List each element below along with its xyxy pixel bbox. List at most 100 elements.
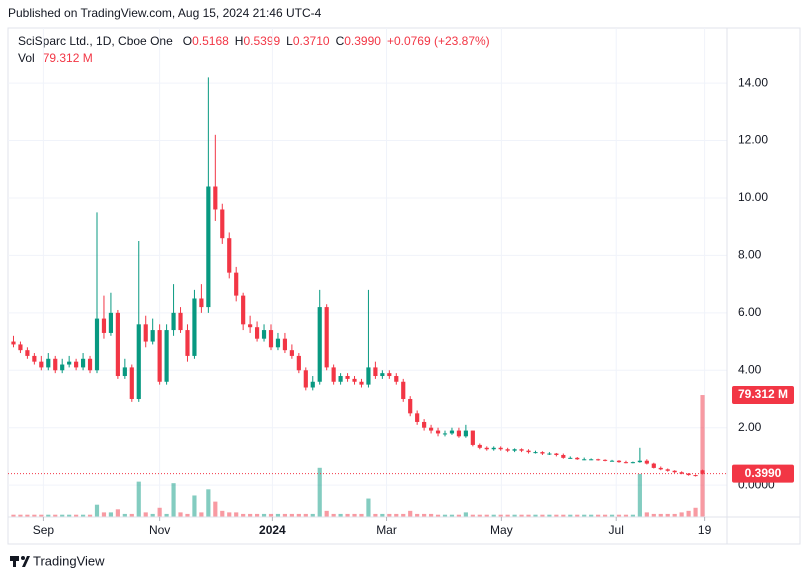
chart-frame [7,27,801,545]
volume-bar [651,513,656,517]
volume-bar [596,514,601,517]
ohlc-key: O [183,34,192,48]
candle-body [686,473,691,476]
candle-body [324,307,329,368]
volume-bar [512,514,517,517]
candle-body [338,376,343,382]
ohlc-value: 0.5399 [243,34,280,48]
volume-bar [366,498,371,517]
volume-bar [435,514,441,517]
candle-body [428,427,434,431]
candle-body [575,457,580,460]
candle-body [505,449,510,451]
volume-bar [275,513,281,517]
x-tick-label: 19 [698,523,712,537]
volume-bar [150,513,155,517]
candle-body [616,460,622,463]
candle-body [380,373,385,377]
candle-body [373,367,378,377]
candle-body [463,430,468,437]
volume-bar [227,512,232,517]
candle-body [268,330,274,348]
volume-bar [213,501,218,517]
volume-bar [686,510,691,517]
candle-body [39,361,44,368]
candle-body [533,452,538,454]
volume-bar [547,514,552,517]
volume-bar [87,514,93,517]
volume-bar [199,512,204,517]
candle-body [143,324,148,342]
volume-bar [289,513,294,517]
candle-body [157,330,162,382]
volume-bar [331,513,336,517]
candle-body [366,367,371,385]
volume-bar [101,512,107,517]
symbol-name: SciSparc Ltd., 1D, Cboe One [18,34,173,48]
candle-body [150,330,155,342]
published-text: Published on TradingView.com, Aug 15, 20… [8,6,322,20]
candle-body [261,330,267,339]
volume-bar [602,514,608,517]
volume-bar [53,514,58,517]
candle-body [94,318,100,371]
x-tick-label: Sep [33,523,55,537]
candle-body [630,462,636,464]
volume-bar [491,514,496,517]
volume-bar [338,513,343,517]
volume-bar [373,513,378,517]
volume-bar [136,481,141,517]
candle-body [220,209,225,239]
candle-body [227,238,232,273]
candle-body [644,460,649,464]
candle-body [498,447,503,450]
volume-bar [359,513,364,517]
y-tick-label: 4.00 [738,362,762,376]
volume-bar [609,514,615,517]
volume-bar [644,512,649,517]
volume-bar [296,513,301,517]
legend-line: SciSparc Ltd., 1D, Cboe One O0.5168 H0.539… [18,34,490,48]
volume-bar [575,514,580,517]
candle-body [401,381,406,399]
brand-text: TradingView [33,553,105,568]
volume-bar [630,514,636,517]
candle-body [67,361,72,365]
candle-body [589,459,594,461]
volume-bar [408,510,413,517]
volume-bar [74,514,79,517]
candle-body [303,370,308,388]
candle-body [101,318,107,333]
volume-bar [380,513,385,517]
volume-bar [317,467,322,517]
volume-legend: Vol 79.312 M [18,51,93,65]
candle-body [387,373,392,377]
volume-bar [345,513,350,517]
candle-body [554,453,559,455]
candle-body [658,467,663,470]
candle-body [136,324,141,399]
candle-body [122,367,127,377]
volume-bar [25,514,30,517]
candle-body [129,367,134,399]
ohlc-key: H [235,34,244,48]
candle-body [651,463,656,468]
candle-body [637,460,642,463]
ohlc-value: 0.3710 [293,34,330,48]
candle-body [470,430,475,445]
volume-bar [394,513,399,517]
volume-badge-label: 79.312 M [738,387,788,401]
volume-bar [540,514,545,517]
candle-body [352,378,357,382]
candle-body [519,449,524,451]
volume-bar [352,513,357,517]
volume-bar [589,514,594,517]
volume-bar [192,495,197,517]
candle-body [456,430,462,437]
candle-body [359,381,364,385]
candle-body [248,324,253,328]
candle-body [282,338,288,351]
candle-body [561,454,566,458]
volume-bar [18,514,23,517]
volume-bar [46,514,51,517]
